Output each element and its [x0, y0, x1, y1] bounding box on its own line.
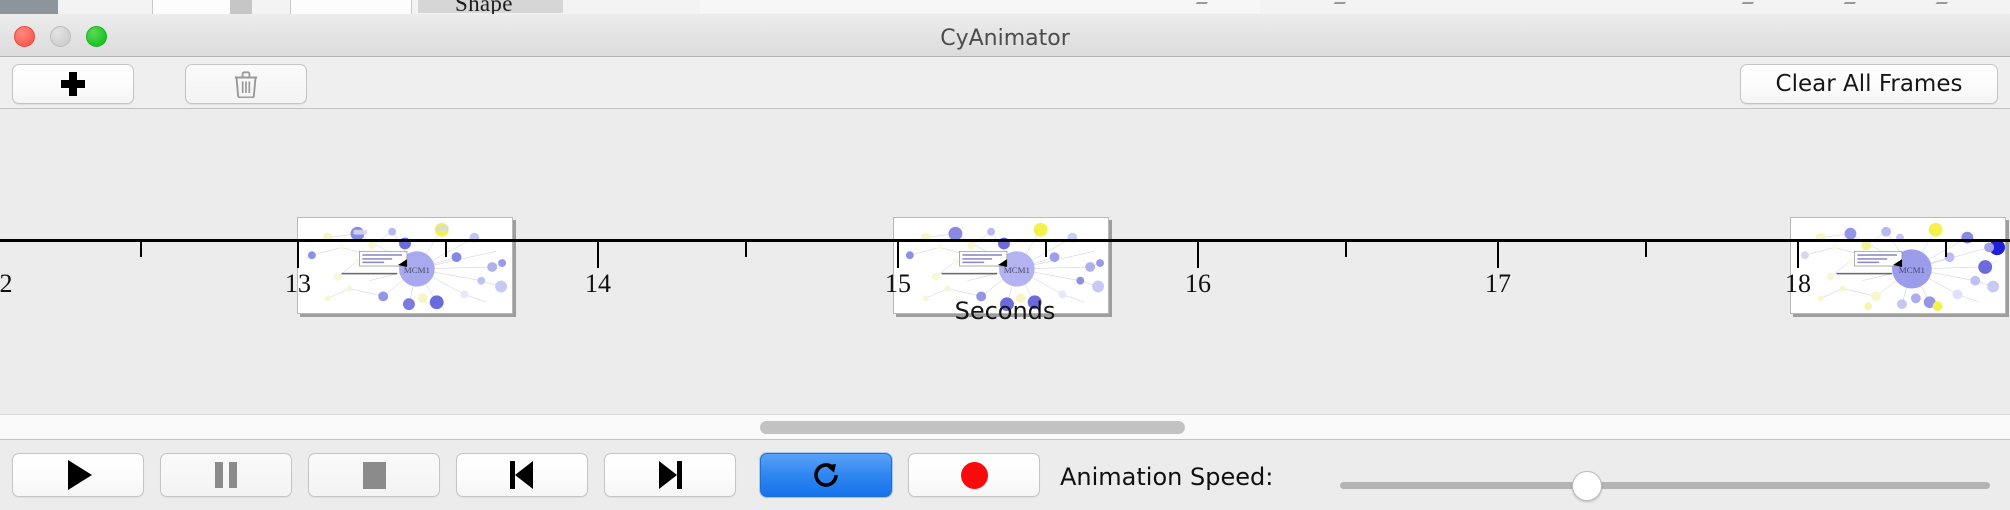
ruler-tick-minor [445, 242, 447, 257]
ruler-tick-minor [745, 242, 747, 257]
ruler-tick-minor [1945, 242, 1947, 257]
network-graph-thumbnail: MCM1 [894, 218, 1108, 313]
ruler-label: 14 [585, 269, 611, 298]
toolbar: Clear All Frames [0, 57, 2010, 109]
ruler-tick-major [1797, 242, 1799, 268]
slider-thumb[interactable] [1572, 471, 1602, 501]
ruler-tick-major [297, 242, 299, 268]
window-title: CyAnimator [940, 26, 1070, 51]
background-tick-icon [1732, 2, 1755, 14]
background-panel [700, 0, 1260, 13]
playback-control-bar: Animation Speed: [0, 441, 2010, 510]
clear-all-frames-label: Clear All Frames [1775, 71, 1963, 97]
slider-track [1340, 482, 1990, 489]
ruler-label: 13 [285, 269, 311, 298]
trash-icon [234, 70, 258, 98]
ruler-tick-major [897, 242, 899, 268]
svg-text:MCM1: MCM1 [1899, 265, 1925, 275]
skip-to-start-icon [509, 461, 535, 489]
animation-speed-slider[interactable] [1340, 471, 1990, 501]
timeline-panel[interactable]: MCM1 [0, 109, 2010, 414]
background-tick-icon [1926, 2, 1949, 14]
ruler-tick-major [1197, 242, 1199, 268]
loop-icon [814, 463, 838, 487]
stop-button[interactable] [308, 453, 440, 497]
timeline-frame-2[interactable]: MCM1 [893, 217, 1109, 314]
pause-button[interactable] [160, 453, 292, 497]
skip-to-start-button[interactable] [456, 453, 588, 497]
timeline-frame-1[interactable]: MCM1 [297, 217, 513, 314]
play-button[interactable] [12, 453, 144, 497]
record-button[interactable] [908, 453, 1040, 497]
close-button[interactable] [14, 26, 35, 47]
horizontal-scrollbar[interactable] [0, 414, 2010, 440]
ruler-tick-major [1497, 242, 1499, 268]
loop-button[interactable] [760, 453, 892, 497]
background-tick-icon [1324, 2, 1347, 14]
animation-speed-label: Animation Speed: [1060, 463, 1274, 491]
background-gray-block [230, 0, 252, 14]
ruler-tick-major [597, 242, 599, 268]
background-shape-label: Shape [455, 0, 513, 14]
ruler-label: 2 [0, 269, 13, 298]
ruler-label: 16 [1185, 269, 1211, 298]
delete-frame-button[interactable] [185, 64, 307, 104]
clear-all-frames-button[interactable]: Clear All Frames [1740, 64, 1998, 104]
scrollbar-thumb[interactable] [760, 421, 1185, 434]
play-icon [68, 460, 92, 490]
timeline-frame-3[interactable]: MCM1 [1790, 217, 2006, 314]
ruler-tick-minor [1645, 242, 1647, 257]
zoom-button[interactable] [86, 26, 107, 47]
stop-icon [362, 461, 386, 489]
plus-icon [60, 71, 86, 97]
timeline-axis-title: Seconds [954, 297, 1056, 325]
ruler-tick-minor [140, 242, 142, 257]
background-tab [290, 0, 412, 14]
ruler-tick-minor [1345, 242, 1347, 257]
svg-text:MCM1: MCM1 [1004, 265, 1030, 275]
ruler-tick-minor [1045, 242, 1047, 257]
skip-to-end-icon [657, 461, 683, 489]
background-tick-icon [1834, 2, 1857, 14]
pause-icon [215, 462, 237, 488]
ruler-label: 15 [885, 269, 911, 298]
svg-text:MCM1: MCM1 [404, 265, 430, 275]
background-dark-block [0, 0, 58, 14]
skip-to-end-button[interactable] [604, 453, 736, 497]
ruler-label: 18 [1785, 269, 1811, 298]
background-gray-block [418, 0, 563, 13]
title-bar: CyAnimator [0, 14, 2010, 57]
background-window-strip: Shape [0, 0, 2010, 14]
minimize-button[interactable] [50, 26, 71, 47]
ruler-label: 17 [1485, 269, 1511, 298]
add-frame-button[interactable] [12, 64, 134, 104]
network-graph-thumbnail: MCM1 [298, 218, 512, 313]
ruler-baseline [0, 239, 2010, 242]
record-icon [960, 461, 988, 489]
background-tab [152, 0, 232, 14]
